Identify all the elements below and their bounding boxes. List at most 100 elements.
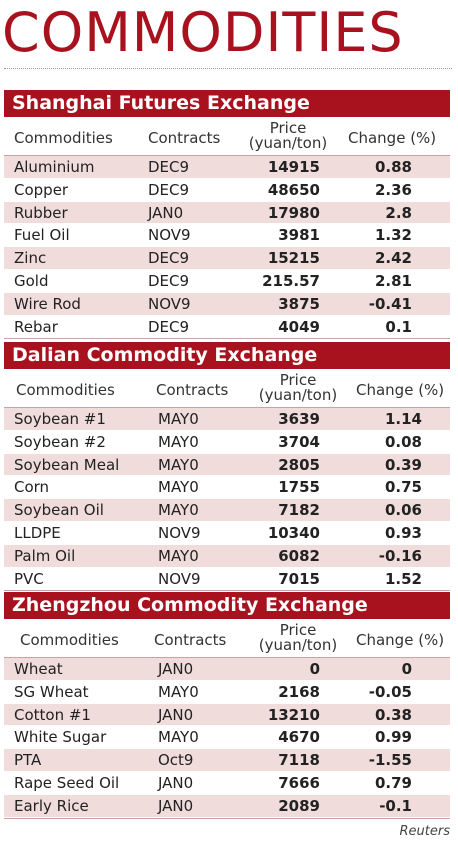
- change-value: 2.36: [374, 180, 412, 199]
- table-row: Rubber JAN0 17980 2.8: [4, 201, 450, 225]
- contract-code: NOV9: [158, 523, 201, 542]
- col-price-line2: (yuan/ton): [258, 636, 338, 654]
- price-value: 2089: [278, 796, 320, 815]
- commodity-name: Zinc: [14, 249, 47, 268]
- commodity-name: Gold: [14, 271, 49, 290]
- change-value: 2.42: [374, 249, 412, 268]
- contract-code: DEC9: [148, 249, 190, 268]
- commodity-name: Rape Seed Oil: [14, 773, 120, 792]
- commodity-name: Soybean #1: [14, 410, 106, 428]
- change-value: -0.05: [368, 682, 412, 701]
- page-title: COMMODITIES: [2, 1, 404, 64]
- commodity-name: Fuel Oil: [14, 226, 70, 245]
- contract-code: Oct9: [158, 751, 194, 770]
- price-value: 7182: [278, 501, 320, 520]
- change-value: 1.32: [374, 226, 412, 245]
- col-commodities: Commodities: [14, 129, 113, 147]
- table-row: Corn MAY0 1755 0.75: [4, 476, 450, 500]
- change-value: 0.79: [374, 773, 412, 792]
- table-row: Rape Seed Oil JAN0 7666 0.79: [4, 771, 450, 795]
- contract-code: DEC9: [148, 158, 190, 176]
- change-value: -0.16: [378, 546, 422, 565]
- table-row: Soybean #2 MAY0 3704 0.08: [4, 430, 450, 454]
- change-value: 2.8: [385, 203, 412, 222]
- commodity-name: Rubber: [14, 203, 68, 222]
- price-value: 13210: [267, 705, 320, 724]
- commodity-name: Corn: [14, 478, 50, 497]
- source-credit: Reuters: [399, 824, 450, 839]
- contract-code: JAN0: [158, 796, 194, 815]
- col-change: Change (%): [356, 381, 445, 399]
- change-value: 1.52: [384, 569, 422, 588]
- contract-code: NOV9: [158, 569, 201, 588]
- price-value: 3639: [278, 410, 320, 428]
- commodity-name: SG Wheat: [14, 682, 89, 701]
- table-row: White Sugar MAY0 4670 0.99: [4, 726, 450, 750]
- change-value: 0.39: [384, 455, 422, 474]
- change-value: -0.1: [379, 796, 412, 815]
- col-change: Change (%): [356, 631, 445, 649]
- change-value: 0.88: [374, 158, 412, 176]
- contract-code: MAY0: [158, 501, 199, 520]
- commodity-name: Palm Oil: [14, 546, 76, 565]
- col-price-line2: (yuan/ton): [248, 134, 328, 152]
- price-value: 4049: [278, 317, 320, 336]
- exchange-section: Zhengzhou Commodity Exchange Commodities C…: [4, 592, 450, 819]
- change-value: 0.93: [384, 523, 422, 542]
- column-headers: Commodities Contracts Price (yuan/ton) Chang…: [4, 117, 450, 155]
- col-contracts: Contracts: [154, 631, 227, 649]
- contract-code: MAY0: [158, 546, 199, 565]
- table-row: Rebar DEC9 4049 0.1: [4, 315, 450, 339]
- price-value: 215.57: [262, 271, 320, 290]
- change-value: 2.81: [374, 271, 412, 290]
- commodity-name: Wire Rod: [14, 294, 81, 313]
- exchange-section: Dalian Commodity Exchange Commodities Cont…: [4, 342, 450, 592]
- price-value: 2805: [278, 455, 320, 474]
- column-headers: Commodities Contracts Price (yuan/ton) Chang…: [4, 619, 450, 657]
- table-body: Soybean #1 MAY0 3639 1.14 Soybean #2 MAY0 3704…: [4, 407, 450, 592]
- price-value: 3981: [278, 226, 320, 245]
- commodity-name: White Sugar: [14, 728, 107, 747]
- col-price-line1: Price: [279, 371, 317, 389]
- price-value: 3704: [278, 432, 320, 451]
- price-value: 15215: [267, 249, 320, 268]
- commodity-name: LLDPE: [14, 523, 61, 542]
- contract-code: NOV9: [148, 226, 191, 245]
- table-row: Soybean #1 MAY0 3639 1.14: [4, 408, 450, 431]
- change-value: 0.08: [384, 432, 422, 451]
- table-row: PTA Oct9 7118 -1.55: [4, 749, 450, 772]
- commodity-name: PVC: [14, 569, 44, 588]
- price-value: 6082: [278, 546, 320, 565]
- contract-code: MAY0: [158, 410, 199, 428]
- price-value: 0: [309, 660, 320, 678]
- table-row: Wheat JAN0 0 0: [4, 658, 450, 681]
- price-value: 7666: [278, 773, 320, 792]
- price-value: 7118: [278, 751, 320, 770]
- table-row: PVC NOV9 7015 1.52: [4, 567, 450, 591]
- table-row: Fuel Oil NOV9 3981 1.32: [4, 224, 450, 248]
- contract-code: JAN0: [158, 705, 194, 724]
- table-row: Soybean Meal MAY0 2805 0.39: [4, 453, 450, 477]
- col-contracts: Contracts: [156, 381, 229, 399]
- contract-code: MAY0: [158, 728, 199, 747]
- col-price-line2: (yuan/ton): [258, 386, 338, 404]
- change-value: 0: [401, 660, 412, 678]
- price-value: 17980: [267, 203, 320, 222]
- table-body: Wheat JAN0 0 0 SG Wheat MAY0 2168 -0.05 Cotton #…: [4, 657, 450, 819]
- contract-code: MAY0: [158, 682, 199, 701]
- table-row: Zinc DEC9 15215 2.42: [4, 247, 450, 270]
- exchange-name: Dalian Commodity Exchange: [4, 342, 450, 369]
- price-value: 4670: [278, 728, 320, 747]
- price-value: 1755: [278, 478, 320, 497]
- table-row: Copper DEC9 48650 2.36: [4, 178, 450, 202]
- commodity-name: Copper: [14, 180, 69, 199]
- commodity-name: Rebar: [14, 317, 58, 336]
- table-body: Aluminium DEC9 14915 0.88 Copper DEC9 48650 2.3…: [4, 155, 450, 340]
- contract-code: DEC9: [148, 271, 190, 290]
- table-row: Gold DEC9 215.57 2.81: [4, 269, 450, 293]
- commodity-name: Soybean Meal: [14, 455, 120, 474]
- change-value: 0.75: [384, 478, 422, 497]
- exchange-name: Shanghai Futures Exchange: [4, 90, 450, 117]
- col-price: Price (yuan/ton): [250, 373, 346, 403]
- col-price: Price (yuan/ton): [250, 623, 346, 653]
